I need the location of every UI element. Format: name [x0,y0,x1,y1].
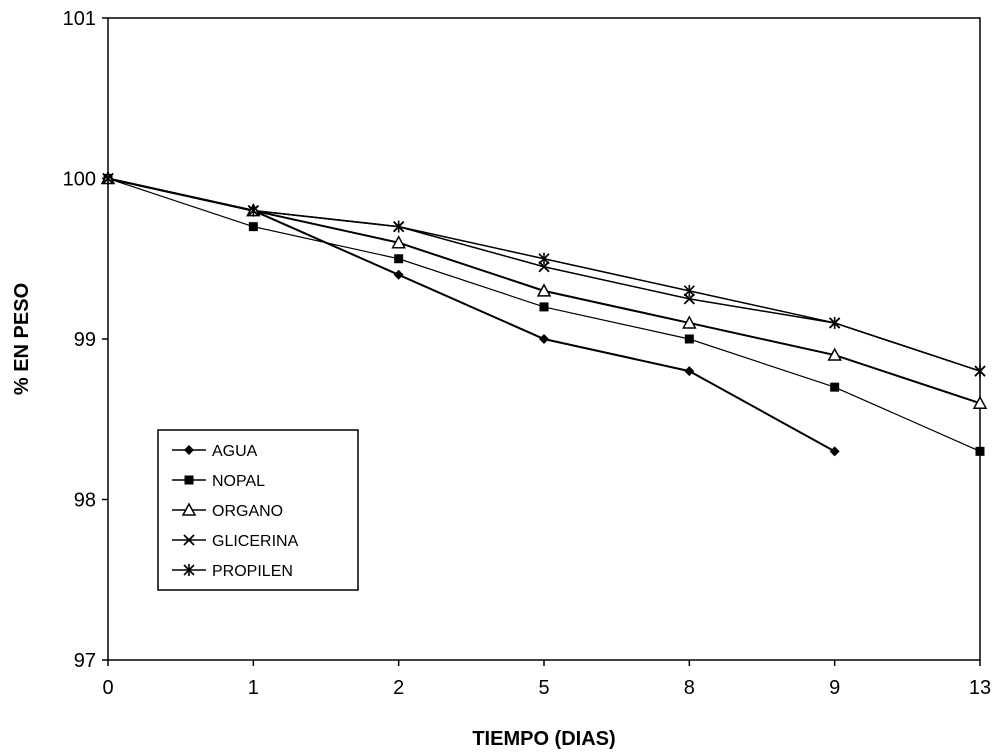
data-point-agua [684,366,695,377]
y-tick-label: 98 [74,490,96,512]
data-point-nopal [830,382,840,392]
legend: AGUA NOPAL ORGANO GLICERINA PROPILEN [157,429,359,591]
series-line-agua [107,177,836,453]
legend-label: ORGANO [212,503,283,520]
data-point-nopal [684,334,694,344]
data-point-propilen [538,252,550,265]
data-point-propilen [683,284,695,297]
data-point-agua [829,446,840,457]
data-point-nopal [248,222,258,232]
y-tick-label: 100 [63,169,96,191]
legend-marker [183,564,195,576]
legend-marker [183,534,195,546]
data-point-agua [539,334,549,344]
x-tick-label: 2 [393,677,404,699]
data-point-propilen [102,172,114,185]
series-lines [107,177,981,453]
y-tick-label: 99 [74,329,96,351]
x-tick-label: 5 [538,677,549,699]
legend-marker [184,475,194,485]
data-point-nopal [539,302,549,312]
legend-label: PROPILEN [212,563,293,580]
x-tick-label: 9 [829,677,840,699]
y-tick-label: 97 [74,650,96,672]
data-point-propilen [974,365,986,378]
data-point-organo [827,347,842,361]
legend-label: GLICERINA [212,533,299,550]
data-point-organo [536,283,552,297]
x-axis: 0 1 2 5 8 9 13 [102,660,991,699]
data-point-organo [391,235,406,249]
data-point-propilen [829,316,841,329]
legend-label: NOPAL [212,473,265,490]
data-point-propilen [247,204,259,217]
series-markers [100,170,988,457]
data-point-nopal [975,446,985,456]
data-point-agua [393,269,404,280]
data-point-glicerina [683,293,695,305]
data-point-organo [972,395,988,409]
y-axis-title: % EN PESO [11,283,33,395]
y-tick-label: 101 [63,8,96,30]
legend-marker [181,502,197,516]
x-tick-label: 0 [102,677,113,699]
data-point-nopal [394,254,404,264]
x-tick-label: 13 [969,677,991,699]
series-line-nopal [107,177,981,452]
legend-marker [184,445,194,455]
y-axis: 97 98 99 100 101 [63,8,108,672]
x-axis-title: TIEMPO (DIAS) [472,728,615,750]
x-tick-label: 8 [684,677,695,699]
data-point-organo [682,315,697,329]
legend-label: AGUA [212,443,258,460]
x-tick-label: 1 [248,677,259,699]
data-point-glicerina [538,261,550,273]
data-point-propilen [393,220,405,233]
